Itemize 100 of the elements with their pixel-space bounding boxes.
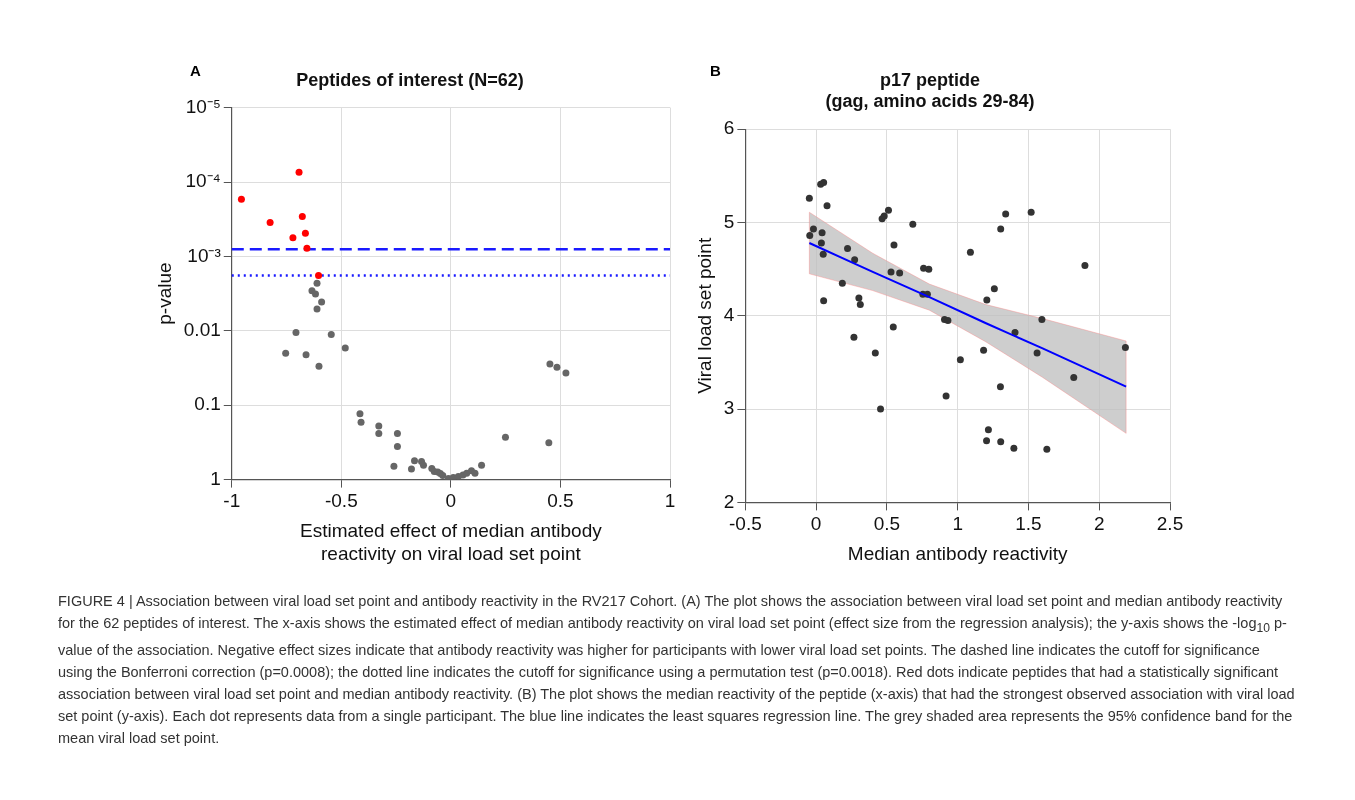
point	[327, 330, 335, 338]
point	[1010, 444, 1018, 452]
point	[375, 429, 383, 437]
point	[289, 234, 297, 242]
point	[266, 218, 274, 226]
x-tick-label: 2.5	[1156, 513, 1184, 535]
point	[887, 268, 895, 276]
point	[315, 362, 323, 370]
x-tick-label: 1	[952, 513, 963, 535]
point	[805, 194, 813, 202]
point	[844, 245, 852, 253]
point	[871, 349, 879, 357]
point	[983, 437, 991, 445]
point	[942, 392, 950, 400]
point	[393, 429, 401, 437]
point	[315, 271, 323, 279]
y-tick-label: 0.01	[183, 319, 221, 341]
point	[302, 351, 310, 359]
x-tick-label: 2	[1093, 513, 1105, 535]
point	[318, 298, 326, 306]
y-tick-label: 10⁻⁴	[185, 170, 221, 192]
x-tick-label: 1.5	[1015, 513, 1042, 535]
point	[341, 344, 349, 352]
point	[980, 346, 988, 354]
point	[996, 383, 1004, 391]
x-tick-label: 0	[810, 513, 822, 535]
point	[983, 296, 991, 304]
point	[925, 265, 933, 273]
point	[809, 225, 817, 233]
point	[393, 443, 401, 451]
point	[850, 333, 858, 341]
x-tick-label: 0.5	[873, 513, 901, 535]
point	[303, 244, 311, 252]
y-tick-label: 0.1	[194, 393, 221, 415]
point	[956, 356, 964, 364]
point	[313, 279, 321, 287]
point	[896, 269, 904, 277]
point	[1070, 373, 1078, 381]
point	[420, 461, 427, 469]
y-tick-label: 1	[210, 467, 221, 489]
point	[997, 438, 1005, 446]
point	[282, 349, 290, 357]
point	[1038, 316, 1046, 324]
point	[817, 239, 825, 247]
x-tick-label: 0	[445, 490, 457, 512]
chart-title: Peptides of interest (N=62)	[296, 69, 524, 90]
point	[1027, 208, 1035, 216]
point	[1081, 261, 1089, 269]
point	[301, 229, 309, 237]
y-axis-title: p-value	[153, 262, 175, 325]
point	[851, 256, 859, 264]
point	[877, 405, 885, 413]
point	[806, 232, 814, 240]
point	[823, 202, 831, 210]
point	[501, 433, 509, 441]
point	[478, 461, 486, 469]
point	[546, 360, 554, 368]
point	[292, 328, 300, 336]
point	[820, 297, 828, 305]
text: FIGURE 4 | Association between viral load set point and antibody reactivity in the RV217 Cohort. (A) The plot shows the association between viral load set point and median antibody reactivity for the 62 peptides of interest. The x-axis shows the estimated effect of median antibody reactivity on viral load set point (effect size from the regression analysis); the y-axis shows the -log$_{10}$ p-value of the association. Negative effect sizes indicate that antibody reactivity was higher for participants with lower viral load set points. The dashed line indicates the cutoff for significance using the Bonferroni correction (p=0.0008); the dotted line indicates the cutoff for significance using a permutation test (p=0.0018). Red dots indicate peptides that had a statistically significant association between viral load set point and median antibody reactivity. (B) The plot shows the median reactivity of the peptide (x-axis) that had the strongest observed association with viral load set point (y-axis). Each dot represents data from a single participant. The blue line indicates the least squares regression line. The grey shaded area represents the 95% confidence band for the mean viral load set point.	[58, 593, 1295, 746]
y-tick-label: 4	[723, 304, 735, 326]
x-tick-label: 1	[664, 490, 676, 512]
point	[909, 220, 917, 228]
point	[298, 212, 306, 220]
point	[944, 316, 952, 324]
x-axis-title: Median antibody reactivity	[847, 542, 1069, 564]
x-tick-label: -0.5	[728, 513, 762, 535]
text: B	[710, 62, 721, 79]
x-tick-label: -1	[223, 490, 241, 512]
y-axis-title: Viral load set point	[693, 237, 715, 394]
point	[357, 418, 365, 426]
point	[553, 363, 561, 371]
y-tick-label: 10⁻⁵	[185, 95, 221, 117]
point	[990, 285, 998, 293]
y-tick-label: 3	[723, 397, 735, 419]
point	[375, 422, 383, 430]
point	[997, 225, 1005, 233]
point	[819, 250, 827, 258]
point	[856, 301, 864, 309]
point	[407, 465, 415, 473]
y-tick-label: 6	[723, 117, 735, 139]
x-tick-label: 0.5	[547, 490, 574, 512]
point	[890, 241, 898, 249]
point	[390, 462, 398, 470]
point	[818, 229, 826, 237]
point	[545, 439, 553, 447]
point	[356, 410, 364, 418]
point	[889, 323, 897, 331]
point	[1002, 210, 1010, 218]
point	[1033, 349, 1041, 357]
point	[1121, 344, 1129, 352]
point	[855, 294, 863, 302]
x-tick-label: -0.5	[324, 490, 358, 512]
point	[1043, 445, 1051, 453]
point	[884, 206, 892, 214]
point	[984, 426, 992, 434]
point	[838, 279, 846, 287]
y-tick-label: 10⁻³	[187, 244, 221, 266]
point	[295, 168, 303, 176]
text: A	[190, 62, 201, 79]
